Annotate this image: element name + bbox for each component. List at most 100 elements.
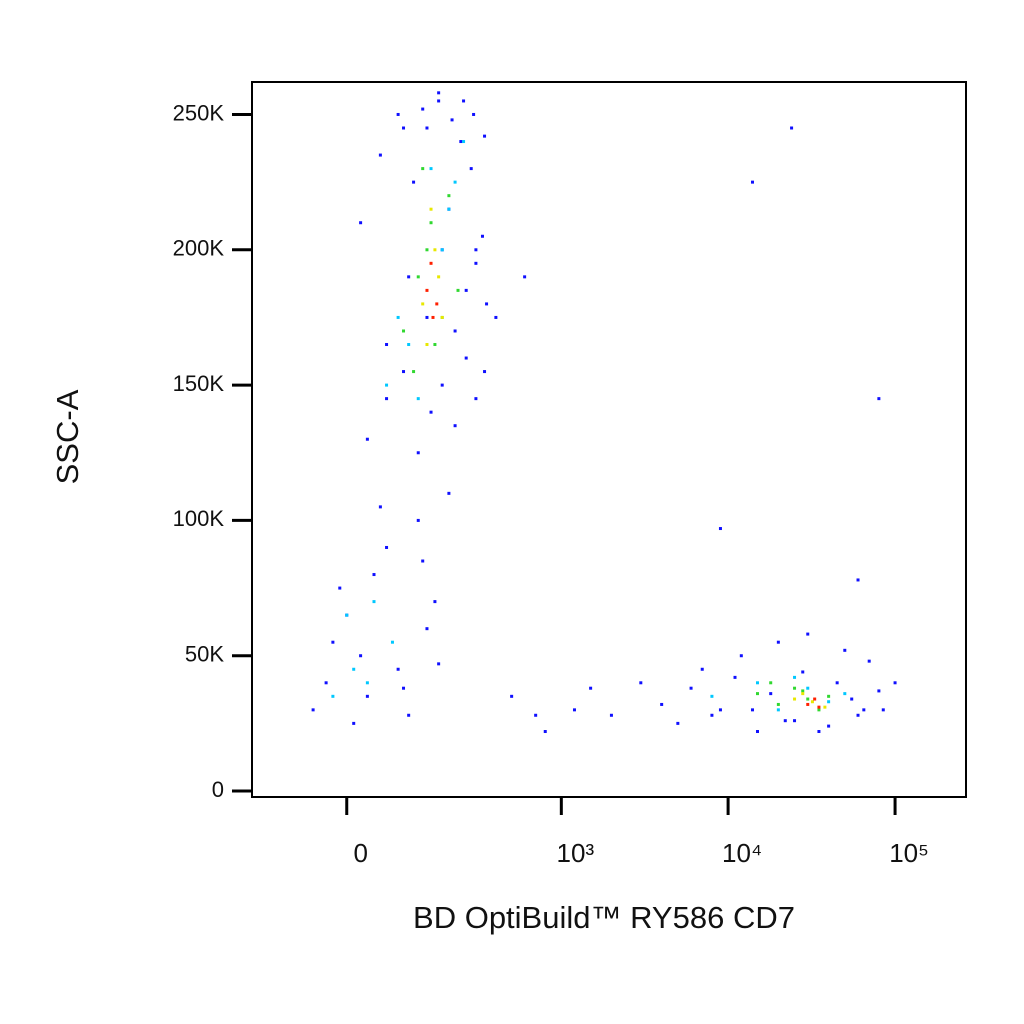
data-point bbox=[534, 713, 538, 717]
y-axis-label: SSC-A bbox=[50, 389, 85, 484]
data-point bbox=[494, 315, 498, 319]
data-point bbox=[689, 686, 693, 690]
data-point bbox=[485, 302, 489, 306]
data-point bbox=[462, 99, 466, 103]
data-point bbox=[437, 99, 441, 103]
data-point bbox=[421, 302, 425, 306]
data-point bbox=[474, 248, 478, 252]
data-point bbox=[365, 437, 369, 441]
data-point bbox=[345, 613, 349, 617]
data-point bbox=[718, 708, 722, 712]
data-point bbox=[407, 275, 411, 279]
data-point bbox=[793, 719, 797, 723]
data-point bbox=[421, 167, 425, 171]
data-point bbox=[776, 702, 780, 706]
data-point bbox=[416, 451, 420, 455]
data-point bbox=[474, 261, 478, 265]
data-point bbox=[453, 180, 457, 184]
data-point bbox=[827, 700, 831, 704]
data-point bbox=[416, 397, 420, 401]
data-point bbox=[827, 724, 831, 728]
data-point bbox=[877, 689, 881, 693]
data-point bbox=[483, 370, 487, 374]
data-point bbox=[437, 91, 441, 95]
y-tick-label: 150K bbox=[173, 371, 225, 396]
data-point bbox=[817, 730, 821, 734]
data-point bbox=[402, 329, 406, 333]
data-point bbox=[402, 126, 406, 130]
data-point bbox=[790, 126, 794, 130]
data-point bbox=[850, 697, 854, 701]
data-point bbox=[385, 383, 389, 387]
data-point bbox=[464, 356, 468, 360]
data-point bbox=[431, 315, 435, 319]
data-point bbox=[543, 730, 547, 734]
data-point bbox=[801, 692, 805, 696]
data-point bbox=[806, 702, 810, 706]
data-point bbox=[421, 107, 425, 111]
data-point bbox=[464, 288, 468, 292]
data-point bbox=[733, 675, 737, 679]
data-point bbox=[359, 654, 363, 658]
y-tick-label: 250K bbox=[173, 100, 225, 125]
data-point bbox=[755, 681, 759, 685]
data-point bbox=[483, 134, 487, 138]
data-point bbox=[480, 234, 484, 238]
data-point bbox=[877, 397, 881, 401]
data-point bbox=[750, 180, 754, 184]
data-point bbox=[806, 686, 810, 690]
data-point bbox=[660, 702, 664, 706]
data-point bbox=[433, 248, 437, 252]
data-point bbox=[447, 194, 451, 198]
data-point bbox=[843, 692, 847, 696]
x-tick-label: 10⁴ bbox=[722, 838, 762, 868]
data-point bbox=[429, 410, 433, 414]
y-tick-label: 100K bbox=[173, 506, 225, 531]
data-point bbox=[676, 721, 680, 725]
data-point bbox=[416, 518, 420, 522]
data-point bbox=[396, 667, 400, 671]
data-point bbox=[718, 527, 722, 531]
data-point bbox=[425, 315, 429, 319]
data-point bbox=[589, 686, 593, 690]
data-point bbox=[843, 648, 847, 652]
data-point bbox=[412, 370, 416, 374]
data-point bbox=[425, 343, 429, 347]
data-point bbox=[459, 140, 463, 144]
data-point bbox=[331, 640, 335, 644]
data-point bbox=[456, 288, 460, 292]
data-point bbox=[469, 167, 473, 171]
data-point bbox=[385, 397, 389, 401]
x-axis-label: BD OptiBuild™ RY586 CD7 bbox=[413, 900, 795, 935]
data-point bbox=[425, 288, 429, 292]
data-point bbox=[881, 708, 885, 712]
data-point bbox=[862, 708, 866, 712]
plot-frame bbox=[251, 81, 967, 798]
data-point bbox=[801, 670, 805, 674]
y-tick-label: 200K bbox=[173, 236, 225, 261]
data-point bbox=[440, 315, 444, 319]
data-point bbox=[474, 397, 478, 401]
data-point bbox=[755, 730, 759, 734]
data-point bbox=[472, 112, 476, 116]
data-point bbox=[440, 383, 444, 387]
data-point bbox=[433, 343, 437, 347]
x-tick-label: 10³ bbox=[557, 838, 595, 868]
data-point bbox=[510, 694, 514, 698]
data-point bbox=[435, 302, 439, 306]
data-point bbox=[755, 692, 759, 696]
data-point bbox=[402, 686, 406, 690]
data-point bbox=[710, 694, 714, 698]
y-tick-label: 0 bbox=[212, 777, 224, 802]
data-point bbox=[390, 640, 394, 644]
data-point bbox=[429, 221, 433, 225]
data-point bbox=[827, 694, 831, 698]
data-point bbox=[639, 681, 643, 685]
data-point bbox=[407, 343, 411, 347]
data-point bbox=[776, 640, 780, 644]
data-point bbox=[311, 708, 315, 712]
data-point bbox=[440, 248, 444, 252]
data-point bbox=[776, 708, 780, 712]
